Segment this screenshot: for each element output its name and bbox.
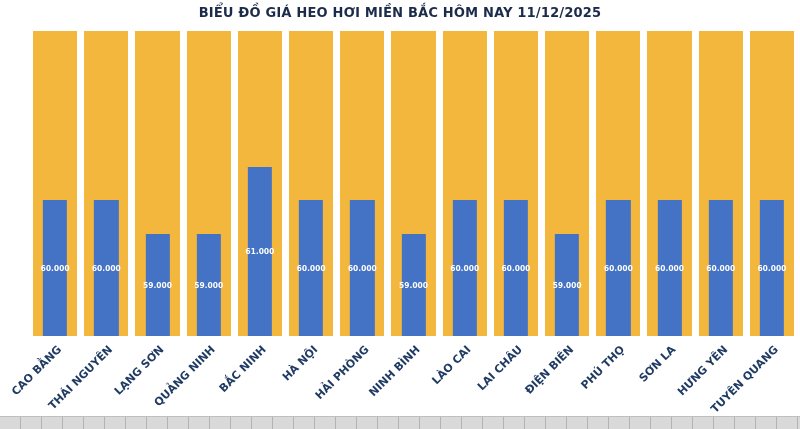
value-bar: 60.000	[706, 200, 736, 336]
value-bar: 60.000	[296, 200, 326, 336]
bar-group-4: 61.000	[237, 31, 283, 336]
x-axis-label-cell: BẮC NINH	[217, 338, 282, 414]
x-axis-label: SƠN LA	[636, 343, 679, 385]
x-axis-label-cell: NINH BÌNH	[367, 338, 435, 414]
x-axis-label-cell: ĐIỆN BIÊN	[523, 338, 589, 414]
x-axis-label: HÀ NỘI	[279, 343, 321, 384]
value-label: 59.000	[143, 280, 172, 290]
value-bar: 60.000	[40, 200, 70, 336]
bar-group-12: 60.000	[647, 31, 692, 336]
x-axis-label-cell: LAI CHÂU	[475, 338, 538, 414]
bar-group-5: 60.000	[289, 31, 334, 336]
value-bar: 59.000	[194, 234, 224, 336]
value-bar: 60.000	[501, 200, 531, 336]
value-bar: 59.000	[399, 234, 428, 336]
value-bar: 60.000	[91, 200, 121, 336]
value-label: 60.000	[40, 263, 70, 273]
bar-group-9: 60.000	[493, 31, 539, 336]
x-axis-label: CAO BẰNG	[9, 343, 65, 399]
bar-group-3: 59.000	[186, 31, 231, 336]
value-bar: 59.000	[143, 234, 172, 336]
bar-group-10: 59.000	[545, 31, 590, 336]
x-axis-label-cell: TUYÊN QUANG	[709, 338, 794, 416]
value-bar: 60.000	[347, 200, 377, 336]
x-axis-label-cell: HẢI PHÒNG	[312, 338, 384, 414]
bar-group-0: 60.000	[33, 31, 78, 336]
spreadsheet-row-strip	[0, 416, 800, 429]
value-label: 59.000	[552, 280, 582, 290]
value-label: 60.000	[91, 263, 121, 273]
bar-group-6: 60.000	[340, 31, 385, 336]
bar-group-8: 60.000	[442, 31, 487, 336]
x-axis-label-cell: PHÚ THỌ	[579, 338, 640, 414]
value-bar: 60.000	[655, 200, 685, 336]
bar-group-11: 60.000	[596, 31, 641, 336]
value-label: 60.000	[296, 263, 326, 273]
x-axis-label: LÀO CAI	[429, 343, 474, 388]
value-label: 60.000	[603, 263, 633, 273]
value-label: 60.000	[501, 263, 531, 273]
x-axis-label-cell: THÁI NGUYÊN	[46, 338, 128, 414]
bar-group-2: 59.000	[135, 31, 180, 336]
bar-group-14: 60.000	[749, 31, 795, 336]
value-bar: 61.000	[245, 166, 275, 336]
plot-area: 60.000 60.000 59.000 59.000 61.000 60.000 60.0…	[33, 31, 795, 336]
x-axis-label-cell: SƠN LA	[637, 338, 691, 414]
value-label: 59.000	[399, 280, 428, 290]
x-axis-label-cell: HÀ NỘI	[280, 338, 333, 414]
value-label: 60.000	[450, 263, 480, 273]
value-bar: 60.000	[757, 200, 787, 336]
x-axis-label-cell: QUẢNG NINH	[152, 338, 231, 414]
value-label: 60.000	[706, 263, 736, 273]
value-bar: 60.000	[603, 200, 633, 336]
bar-group-7: 59.000	[391, 31, 436, 336]
bar-group-13: 60.000	[698, 31, 743, 336]
value-label: 59.000	[194, 280, 224, 290]
value-label: 60.000	[655, 263, 685, 273]
x-axis-label-cell: LÀO CAI	[430, 338, 487, 414]
x-axis-labels: CAO BẰNG THÁI NGUYÊN LẠNG SƠN QUẢNG NINH BẮC…	[9, 338, 794, 416]
value-label: 60.000	[757, 263, 787, 273]
value-label: 61.000	[245, 246, 275, 256]
value-bar: 59.000	[552, 234, 582, 336]
value-label: 60.000	[347, 263, 377, 273]
chart-title: BIỂU ĐỒ GIÁ HEO HƠI MIỀN BẮC HÔM NAY 11/…	[198, 6, 602, 21]
value-bar: 60.000	[450, 200, 480, 336]
bar-group-1: 60.000	[84, 31, 129, 336]
